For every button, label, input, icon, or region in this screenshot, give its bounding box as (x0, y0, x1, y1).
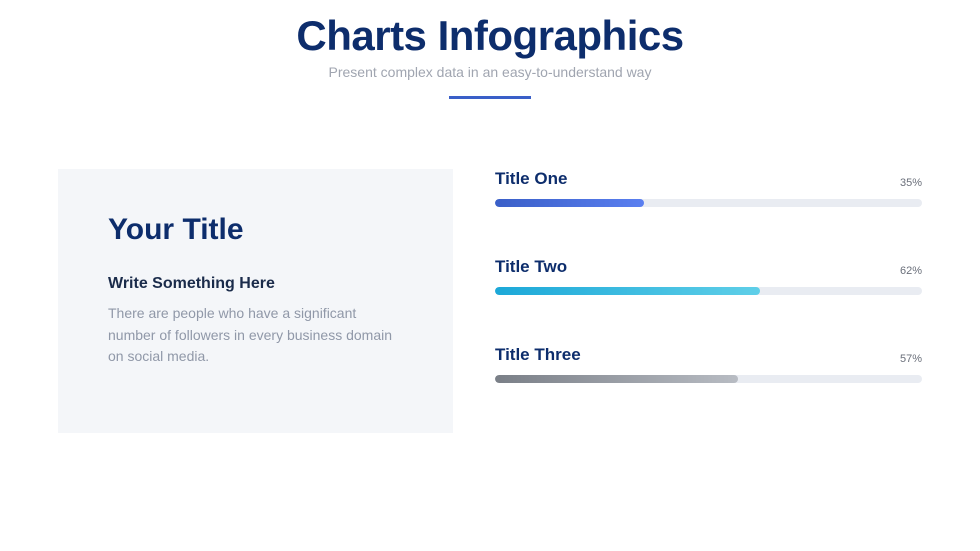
bar-fill-three (495, 375, 738, 383)
header: Charts Infographics Present complex data… (0, 0, 980, 99)
bar-percent: 62% (900, 265, 922, 277)
bar-label: Title Two (495, 257, 567, 277)
subtitle: Present complex data in an easy-to-under… (0, 64, 980, 80)
content-row: Your Title Write Something Here There ar… (0, 169, 980, 433)
bar-track (495, 199, 922, 207)
card-subheading: Write Something Here (108, 275, 403, 293)
text-card: Your Title Write Something Here There ar… (58, 169, 453, 433)
bar-fill-one (495, 199, 644, 207)
bar-fill-two (495, 287, 760, 295)
bar-percent: 35% (900, 177, 922, 189)
bar-group-one: Title One 35% (495, 169, 922, 207)
bar-label: Title Three (495, 345, 581, 365)
card-body: There are people who have a significant … (108, 303, 403, 368)
title-underline (449, 96, 531, 99)
card-title: Your Title (108, 213, 403, 247)
bar-header: Title Three 57% (495, 345, 922, 365)
bar-header: Title One 35% (495, 169, 922, 189)
bar-header: Title Two 62% (495, 257, 922, 277)
bar-track (495, 287, 922, 295)
main-title: Charts Infographics (0, 12, 980, 60)
bars-container: Title One 35% Title Two 62% Title Three … (453, 169, 922, 433)
bar-track (495, 375, 922, 383)
bar-group-two: Title Two 62% (495, 257, 922, 295)
bar-percent: 57% (900, 353, 922, 365)
bar-label: Title One (495, 169, 567, 189)
bar-group-three: Title Three 57% (495, 345, 922, 383)
